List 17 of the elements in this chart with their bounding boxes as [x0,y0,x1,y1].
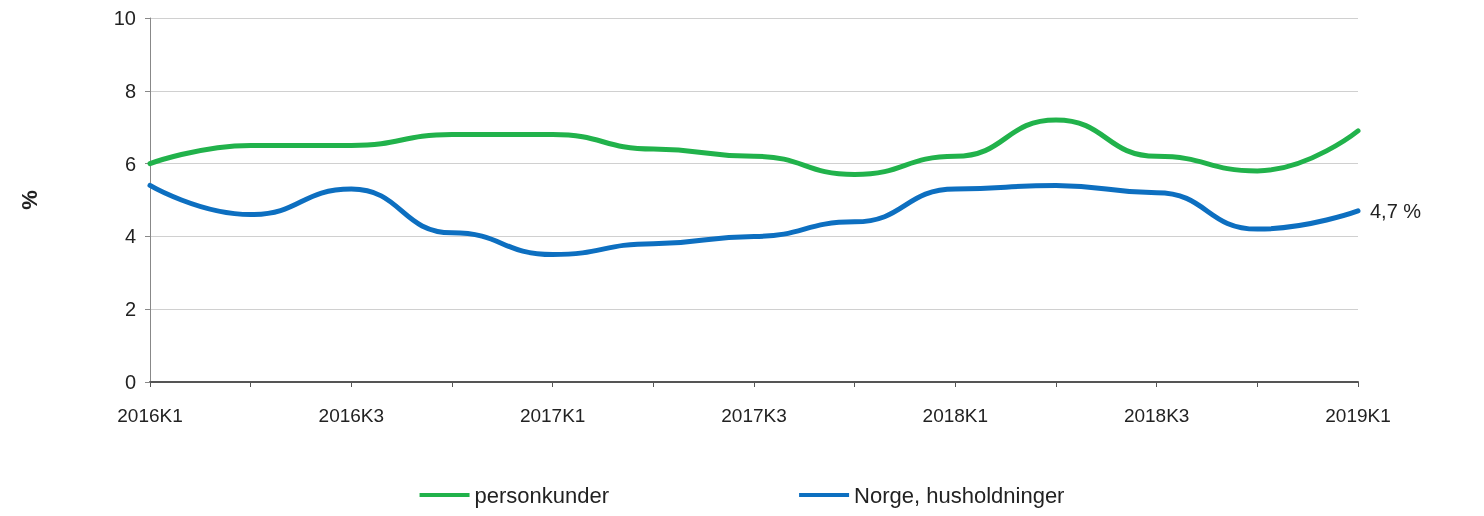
x-tick-label: 2017K3 [721,405,787,426]
y-tick-label: 4 [124,225,136,248]
y-axis-title: % [16,190,42,210]
y-tick-label: 0 [124,371,136,393]
x-tick-label: 2018K1 [922,405,989,426]
x-tick-label: 2017K1 [519,405,586,426]
x-tick-label: 2016K1 [117,405,183,426]
x-tick-label: 2016K3 [318,405,385,426]
x-tick-label: 2018K3 [1123,405,1190,426]
y-tick-label: 2 [124,298,136,321]
y-tick-label: 10 [113,7,136,29]
y-tick-label: 8 [124,79,136,102]
legend-label: personkunder [474,482,610,508]
x-tick-label: 2019K1 [1325,405,1391,426]
legend-label: Norge, husholdninger [854,482,1065,508]
y-tick-label: 6 [124,152,136,175]
data-label: 4,7 % [1370,199,1422,222]
